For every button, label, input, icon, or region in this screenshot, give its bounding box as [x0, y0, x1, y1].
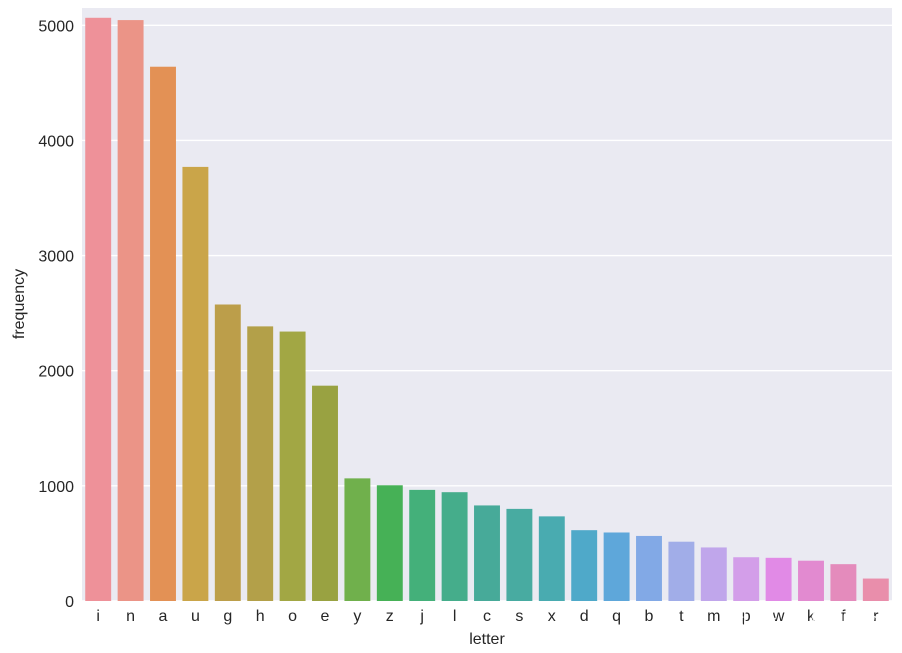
x-tick-label-t: t	[679, 608, 684, 625]
bar-k	[798, 560, 824, 601]
bar-e	[312, 385, 338, 601]
bar-m	[700, 547, 727, 601]
watermark: 知乎 @杨航锋	[732, 607, 878, 632]
x-tick-label-i: i	[96, 608, 100, 625]
x-tick-label-u: u	[191, 608, 200, 625]
bar-c	[474, 505, 500, 601]
bar-t	[668, 541, 695, 601]
y-tick-labels: 0 1000 2000 3000 4000 5000	[38, 18, 74, 611]
bar-w	[765, 557, 792, 601]
x-tick-label-m: m	[707, 608, 720, 625]
y-tick-label: 3000	[38, 249, 74, 266]
bar-b	[636, 535, 662, 601]
x-tick-label-n: n	[126, 608, 135, 625]
bar-y	[344, 478, 371, 601]
bar-x	[538, 516, 565, 601]
y-tick-label: 5000	[38, 18, 74, 35]
x-tick-label-g: g	[223, 608, 232, 625]
bar-j	[409, 489, 436, 601]
x-tick-label-b: b	[645, 608, 654, 625]
y-axis-label: frequency	[11, 269, 28, 339]
x-tick-label-w: w	[772, 608, 785, 625]
bar-a	[150, 66, 176, 602]
y-tick-label: 2000	[38, 364, 74, 381]
bar-o	[279, 331, 306, 601]
x-tick-label-a: a	[159, 608, 168, 625]
x-axis-label: letter	[469, 631, 505, 648]
bar-z	[376, 485, 403, 601]
bar-d	[571, 530, 598, 601]
x-tick-label-q: q	[612, 608, 621, 625]
y-tick-label: 0	[65, 594, 74, 611]
y-tick-label: 4000	[38, 133, 74, 150]
x-tick-label-j: j	[419, 608, 424, 625]
x-tick-label-f: f	[841, 608, 846, 625]
bar-q	[603, 532, 630, 601]
bar-h	[247, 326, 274, 601]
x-tick-label-k: k	[807, 608, 816, 625]
x-tick-label-y: y	[353, 608, 361, 625]
bars	[85, 17, 889, 602]
x-tick-label-r: r	[873, 608, 879, 625]
x-tick-label-h: h	[256, 608, 265, 625]
x-tick-label-x: x	[548, 608, 556, 625]
x-tick-label-d: d	[580, 608, 589, 625]
x-tick-label-l: l	[453, 608, 457, 625]
x-tick-label-c: c	[483, 608, 491, 625]
x-tick-label-e: e	[321, 608, 330, 625]
y-tick-label: 1000	[38, 479, 74, 496]
x-tick-label-p: p	[742, 608, 751, 625]
bar-u	[182, 166, 209, 601]
bar-r	[862, 578, 889, 601]
x-tick-label-z: z	[386, 608, 394, 625]
bar-g	[214, 304, 241, 601]
bar-f	[830, 564, 857, 601]
x-tick-label-o: o	[288, 608, 297, 625]
bar-l	[441, 492, 468, 601]
bar-i	[85, 17, 112, 602]
bar-n	[117, 20, 144, 602]
bar-p	[733, 557, 760, 601]
bar-s	[506, 508, 533, 601]
x-tick-label-s: s	[515, 608, 523, 625]
